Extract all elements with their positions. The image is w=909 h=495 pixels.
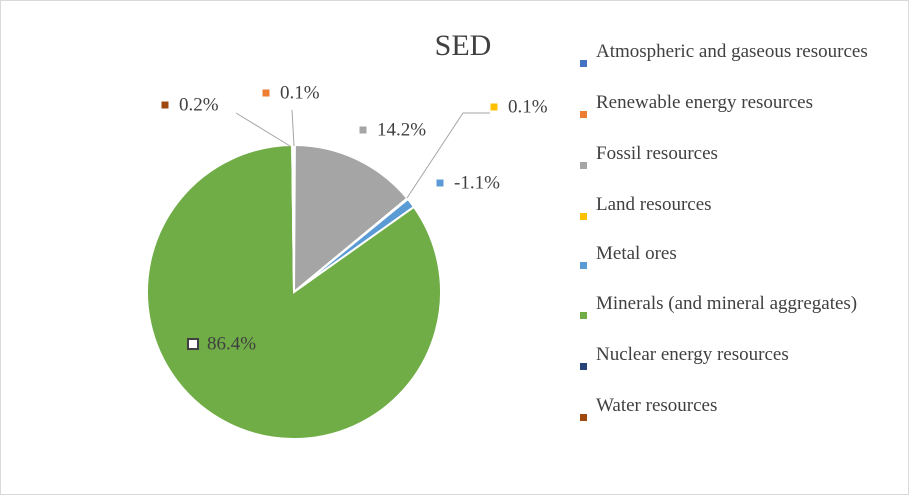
- leader-line: [235, 112, 291, 147]
- data-label: -1.1%: [454, 172, 500, 193]
- data-label: 86.4%: [207, 333, 256, 354]
- label-marker: [436, 179, 444, 187]
- legend-swatch: [580, 111, 587, 118]
- legend-swatch: [580, 414, 587, 421]
- label-marker: [161, 101, 169, 109]
- chart-title: SED: [435, 29, 492, 62]
- legend-swatch: [580, 213, 587, 220]
- label-marker: [490, 103, 498, 111]
- data-label: 0.1%: [508, 96, 548, 117]
- leader-line: [406, 112, 490, 199]
- legend-label: Minerals (and mineral aggregates): [596, 293, 858, 314]
- data-label: 14.2%: [377, 119, 426, 140]
- legend-label: Water resources: [596, 395, 718, 416]
- legend-swatch: [580, 262, 587, 269]
- legend-label: Atmospheric and gaseous resources: [596, 41, 868, 62]
- legend-swatch: [580, 60, 587, 67]
- legend-label: Metal ores: [596, 243, 677, 264]
- pie-slice: [292, 143, 409, 295]
- leader-line: [291, 109, 295, 147]
- legend-swatch: [580, 312, 587, 319]
- data-label: 0.2%: [179, 94, 219, 115]
- legend-label: Renewable energy resources: [596, 92, 813, 113]
- label-marker: [262, 89, 270, 97]
- data-label: 0.1%: [280, 82, 320, 103]
- label-marker: [187, 338, 199, 350]
- legend-swatch: [580, 363, 587, 370]
- label-marker: [359, 126, 367, 134]
- legend-label: Land resources: [596, 194, 712, 215]
- legend-label: Fossil resources: [596, 143, 718, 164]
- legend-label: Nuclear energy resources: [596, 344, 789, 365]
- legend-swatch: [580, 162, 587, 169]
